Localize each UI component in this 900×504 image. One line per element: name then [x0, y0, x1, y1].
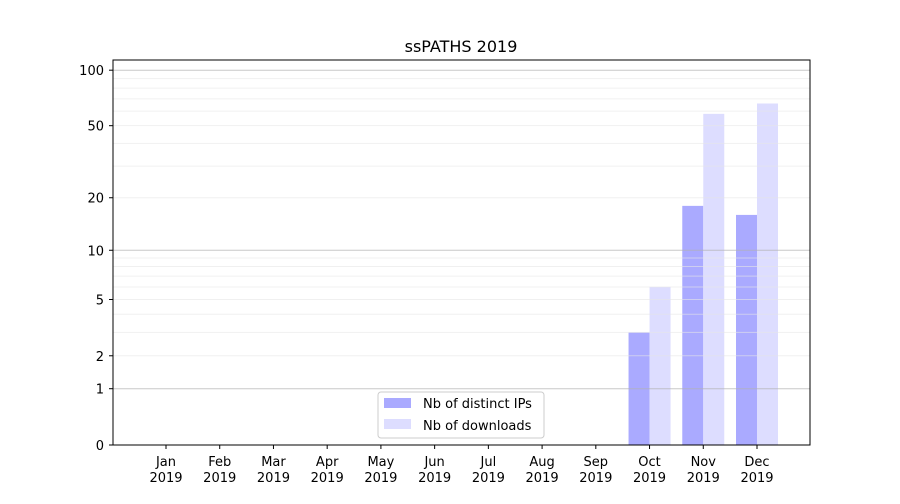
x-tick-label-month: Jan	[155, 455, 176, 470]
x-tick-label-month: Aug	[529, 455, 554, 470]
y-tick-label: 1	[96, 383, 104, 398]
chart-title: ssPATHS 2019	[405, 37, 518, 56]
legend-label-ips: Nb of distinct IPs	[423, 397, 532, 412]
legend-swatch-downloads	[384, 419, 411, 429]
x-tick-label-month: Jun	[423, 455, 444, 470]
x-tick-label-month: Mar	[261, 455, 286, 470]
plot-frame	[112, 59, 811, 446]
bar-distinct-ips	[682, 205, 704, 445]
y-tick-label: 20	[87, 192, 104, 207]
x-tick-label-year: 2019	[740, 471, 773, 486]
bar-distinct-ips	[736, 214, 757, 445]
x-tick-label-month: Jul	[480, 455, 497, 470]
x-tick-label-month: Oct	[638, 455, 660, 470]
x-tick-label-year: 2019	[364, 471, 397, 486]
x-tick-label-month: Dec	[744, 455, 769, 470]
x-tick-label-year: 2019	[687, 471, 720, 486]
y-tick-label: 10	[87, 244, 104, 259]
legend-swatch-ips	[384, 398, 411, 408]
bar-downloads	[649, 286, 671, 445]
x-tick-label-year: 2019	[257, 471, 290, 486]
x-tick-label-year: 2019	[149, 471, 182, 486]
bar-downloads	[757, 103, 778, 445]
x-tick-label-month: Sep	[584, 455, 609, 470]
legend-label-downloads: Nb of downloads	[423, 419, 532, 434]
y-tick-label: 5	[96, 293, 104, 308]
y-tick-label: 0	[96, 439, 104, 454]
y-tick-label: 2	[96, 350, 104, 365]
x-tick-label-year: 2019	[472, 471, 505, 486]
x-tick-label-month: Nov	[691, 455, 717, 470]
x-tick-label-year: 2019	[579, 471, 612, 486]
x-tick-label-year: 2019	[633, 471, 666, 486]
x-tick-label-year: 2019	[526, 471, 559, 486]
x-tick-label-month: May	[367, 455, 394, 470]
x-tick-label-year: 2019	[203, 471, 236, 486]
x-tick-label-year: 2019	[418, 471, 451, 486]
bar-downloads	[703, 113, 725, 445]
x-tick-label-month: Feb	[208, 455, 231, 470]
x-tick-label-year: 2019	[311, 471, 344, 486]
y-tick-label: 100	[79, 64, 104, 79]
y-tick-label: 50	[87, 120, 104, 135]
legend: Nb of distinct IPs Nb of downloads	[377, 391, 545, 439]
x-tick-label-month: Apr	[316, 455, 339, 470]
